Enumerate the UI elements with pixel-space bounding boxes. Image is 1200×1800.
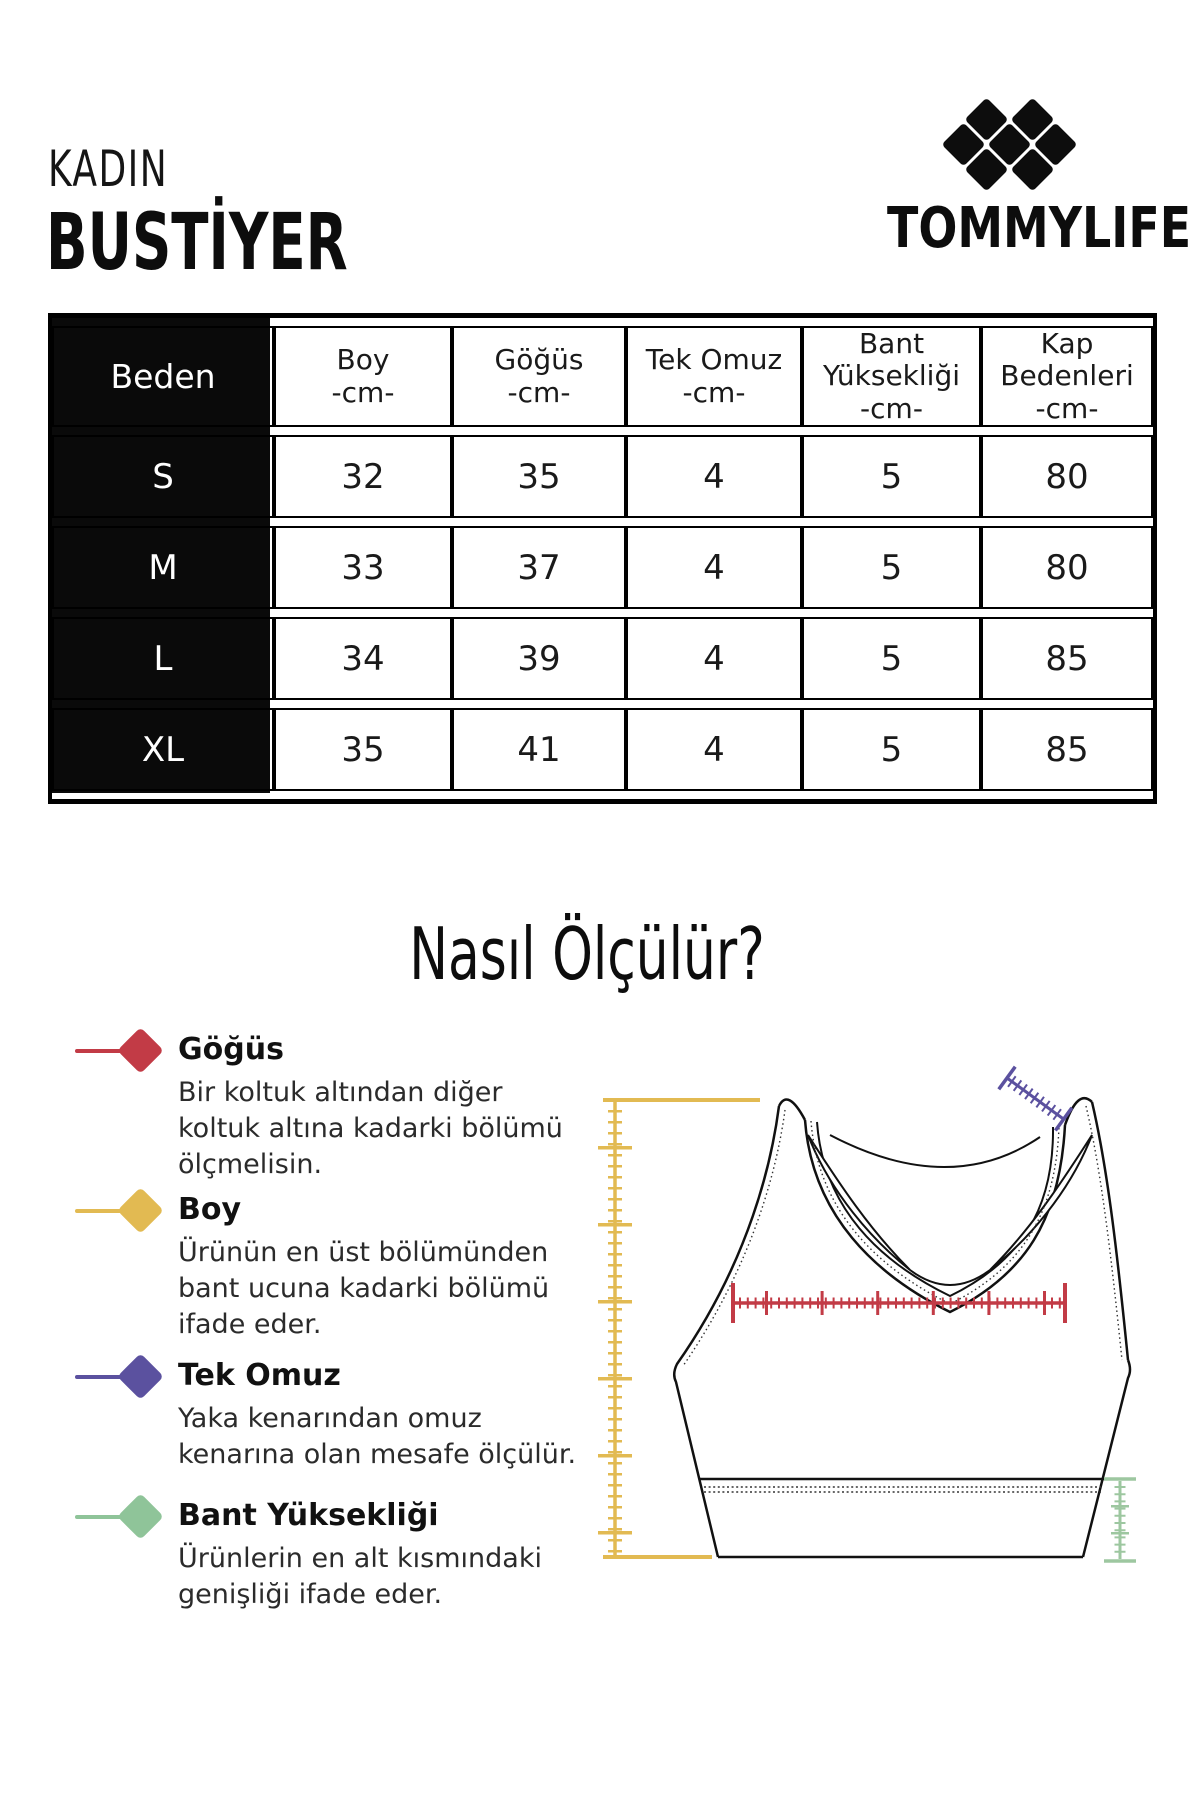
tommylife-diamond-logo-icon: [940, 96, 1080, 196]
legend-description: Bir koltuk altından diğer koltuk altına …: [178, 1077, 563, 1180]
boy-diamond-icon: [117, 1187, 164, 1234]
legend-item-boy: Boy Ürünün en üst bölümünden bant ucuna …: [0, 1187, 560, 1343]
size-label: M: [52, 526, 274, 610]
table-cell: 80: [981, 526, 1153, 610]
table-cell: 34: [274, 617, 452, 701]
table-cell: 80: [981, 435, 1153, 519]
table-row: M 33 37 4 5 80: [52, 526, 1153, 610]
table-cell: 5: [802, 435, 981, 519]
table-cell: 85: [981, 708, 1153, 792]
garment-silhouette: [674, 980, 1130, 1557]
legend-label: Bant Yüksekliği: [178, 1498, 439, 1533]
table-cell: 5: [802, 708, 981, 792]
size-column-background: [48, 313, 270, 793]
size-label: L: [52, 617, 274, 701]
table-cell: 32: [274, 435, 452, 519]
boy-marker-line: [75, 1209, 127, 1213]
table-row: S 32 35 4 5 80: [52, 435, 1153, 519]
size-table: Beden Boy -cm- Göğüs -cm- Tek Omuz -cm- …: [48, 313, 1157, 805]
table-cell: 35: [452, 435, 626, 519]
table-row: L 34 39 4 5 85: [52, 617, 1153, 701]
bant-yuksekligi-ruler: [1104, 1477, 1136, 1563]
tek-omuz-marker-line: [75, 1375, 127, 1379]
column-header: Bant Yüksekliği -cm-: [802, 326, 981, 428]
column-header: Göğüs -cm-: [452, 326, 626, 428]
size-table-container: Beden Boy -cm- Göğüs -cm- Tek Omuz -cm- …: [48, 313, 1157, 805]
column-header: Boy -cm-: [274, 326, 452, 428]
legend-description: Ürünlerin en alt kısmındaki genişliği if…: [178, 1543, 542, 1610]
column-header: Tek Omuz -cm-: [626, 326, 802, 428]
legend-label: Tek Omuz: [178, 1358, 341, 1393]
legend-item-bant-yuksekligi: Bant Yüksekliği Ürünlerin en alt kısmınd…: [0, 1493, 560, 1613]
bant-yuksekligi-marker-line: [75, 1515, 127, 1519]
tek-omuz-diamond-icon: [117, 1353, 164, 1400]
table-cell: 4: [626, 617, 802, 701]
legend-description: Yaka kenarından omuz kenarına olan mesaf…: [178, 1403, 577, 1470]
gogus-marker-line: [75, 1049, 127, 1053]
gogus-ruler: [731, 1283, 1067, 1323]
table-cell: 35: [274, 708, 452, 792]
table-cell: 4: [626, 708, 802, 792]
gogus-diamond-icon: [117, 1027, 164, 1074]
table-cell: 4: [626, 526, 802, 610]
table-cell: 39: [452, 617, 626, 701]
boy-ruler: [598, 1098, 760, 1559]
table-cell: 5: [802, 526, 981, 610]
legend-item-gogus: Göğüs Bir koltuk altından diğer koltuk a…: [0, 1027, 563, 1183]
product-title: BUSTİYER: [46, 198, 348, 288]
legend-label: Boy: [178, 1192, 242, 1227]
measurement-diagram: [598, 980, 1136, 1563]
size-table-header-row: Beden Boy -cm- Göğüs -cm- Tek Omuz -cm- …: [52, 326, 1153, 428]
size-label: S: [52, 435, 274, 519]
table-cell: 37: [452, 526, 626, 610]
table-cell: 4: [626, 435, 802, 519]
table-cell: 85: [981, 617, 1153, 701]
legend-description: Ürünün en üst bölümünden bant ucuna kada…: [178, 1237, 550, 1340]
table-cell: 41: [452, 708, 626, 792]
bustiyer-line-drawing: [673, 980, 1132, 1559]
bant-yuksekligi-diamond-icon: [117, 1493, 164, 1540]
table-row: XL 35 41 4 5 85: [52, 708, 1153, 792]
tek-omuz-ruler: [997, 1065, 1074, 1132]
size-label: XL: [52, 708, 274, 792]
table-cell: 33: [274, 526, 452, 610]
brand-name: TOMMYLIFE: [887, 196, 1192, 261]
legend-label: Göğüs: [178, 1032, 284, 1067]
corner-header: Beden: [52, 326, 274, 428]
legend-item-tek-omuz: Tek Omuz Yaka kenarından omuz kenarına o…: [0, 1353, 576, 1473]
column-header: Kap Bedenleri -cm-: [981, 326, 1153, 428]
how-to-measure-title: Nasıl Ölçülür?: [409, 912, 765, 996]
category-title: KADIN: [48, 140, 169, 198]
table-cell: 5: [802, 617, 981, 701]
